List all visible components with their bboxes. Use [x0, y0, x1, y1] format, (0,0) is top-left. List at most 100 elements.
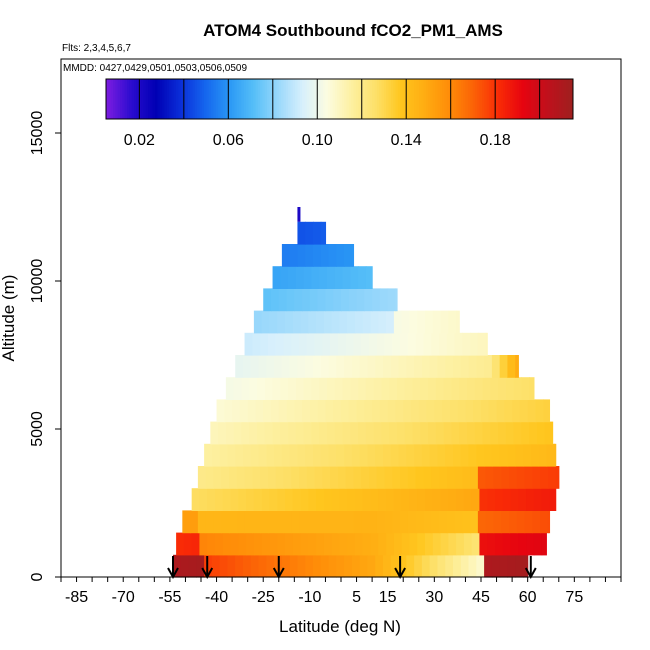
heat-cell: [369, 510, 378, 534]
heat-cell: [407, 332, 417, 356]
colorbar-swatch: [227, 79, 231, 119]
heat-cell: [294, 399, 303, 423]
heat-cell: [443, 377, 453, 400]
colorbar-swatch: [173, 79, 177, 119]
colorbar-swatch: [187, 79, 191, 119]
colorbar-swatch: [435, 79, 439, 119]
heat-cell: [487, 488, 496, 511]
heat-cell: [280, 421, 289, 445]
heat-cell: [330, 332, 339, 356]
heat-cell: [420, 377, 429, 400]
colorbar-swatch: [402, 79, 406, 119]
heat-cell: [331, 310, 341, 334]
heat-cell: [246, 488, 255, 511]
heat-cell: [323, 488, 333, 511]
colorbar-swatch: [481, 79, 485, 119]
heat-cell: [451, 421, 460, 445]
heat-cell: [330, 510, 339, 534]
colorbar-swatch: [302, 79, 305, 119]
heat-cell: [238, 532, 247, 556]
heat-cell: [243, 554, 252, 578]
heat-cell: [243, 443, 252, 467]
colorbar-swatch: [206, 79, 210, 119]
heat-cell: [546, 443, 555, 467]
heat-cell: [320, 554, 330, 578]
colorbar-swatch: [437, 79, 441, 119]
heat-cell: [249, 377, 258, 400]
colorbar-swatch: [337, 79, 340, 119]
heat-cell: [305, 244, 314, 267]
heat-cell: [303, 377, 313, 400]
heat-cell: [266, 443, 275, 467]
heat-cell: [236, 510, 246, 534]
heat-cell: [320, 244, 330, 267]
colorbar-swatch: [185, 79, 189, 119]
x-tick-label: -25: [252, 589, 275, 606]
colorbar-swatch: [239, 79, 242, 119]
colorbar-swatch: [281, 79, 284, 119]
heat-cell: [378, 488, 387, 511]
heat-cell: [468, 355, 477, 378]
heat-cell: [260, 332, 269, 356]
colorbar-swatch: [540, 79, 544, 119]
heat-cell: [445, 443, 454, 467]
heat-cell: [457, 399, 467, 423]
x-tick-label: 60: [519, 589, 537, 606]
heat-cell: [432, 310, 442, 334]
heat-cell: [328, 244, 337, 267]
heat-cell: [173, 554, 182, 578]
heat-cell: [496, 399, 505, 423]
heat-cell: [446, 510, 456, 534]
colorbar-swatch: [474, 79, 478, 119]
heat-cell: [524, 466, 533, 489]
heat-cell: [415, 466, 425, 489]
heat-cell: [345, 332, 355, 356]
heat-cell: [456, 532, 465, 556]
heat-cell: [199, 488, 208, 511]
colorbar-swatch: [320, 79, 324, 119]
heat-cell: [250, 554, 260, 578]
heat-cell: [549, 488, 557, 511]
colorbar-swatch: [348, 79, 352, 119]
heat-cell: [505, 377, 515, 400]
heat-cell: [277, 310, 286, 334]
heat-cell: [333, 399, 342, 423]
colorbar-swatch: [446, 79, 450, 119]
heat-cell: [314, 466, 323, 489]
heat-cell: [364, 399, 373, 423]
heat-cell: [376, 510, 386, 534]
heat-cell: [414, 355, 423, 378]
heat-cell: [353, 466, 362, 489]
heat-cell: [384, 466, 393, 489]
colorbar-swatch: [257, 79, 261, 119]
heat-cell: [358, 377, 367, 400]
heat-cell: [379, 399, 389, 423]
heat-cell: [305, 221, 314, 245]
heat-cell: [468, 443, 477, 467]
heat-cell: [384, 510, 393, 534]
heat-cell: [460, 355, 470, 378]
heat-cell: [253, 310, 263, 334]
colorbar-swatch: [229, 79, 233, 119]
heat-cell: [423, 466, 432, 489]
heat-cell: [219, 443, 229, 467]
y-tick-label: 0: [29, 572, 46, 581]
colorbar-swatch: [260, 79, 263, 119]
heat-cell: [241, 377, 250, 400]
heat-cell: [474, 421, 484, 445]
colorbar-swatch: [425, 79, 429, 119]
heat-cell: [355, 532, 364, 556]
heat-cell: [440, 310, 449, 334]
heat-cell: [397, 421, 406, 445]
heat-cell: [291, 466, 300, 489]
heat-cell: [379, 288, 389, 312]
heat-cell: [411, 399, 420, 423]
colorbar-swatch: [243, 79, 247, 119]
colorbar-swatch: [232, 79, 235, 119]
colorbar-swatch: [220, 79, 224, 119]
heat-cell: [392, 332, 401, 356]
heat-cell: [412, 421, 421, 445]
colorbar-swatch: [276, 79, 280, 119]
heat-cell: [232, 399, 241, 423]
heat-cell: [544, 421, 554, 445]
